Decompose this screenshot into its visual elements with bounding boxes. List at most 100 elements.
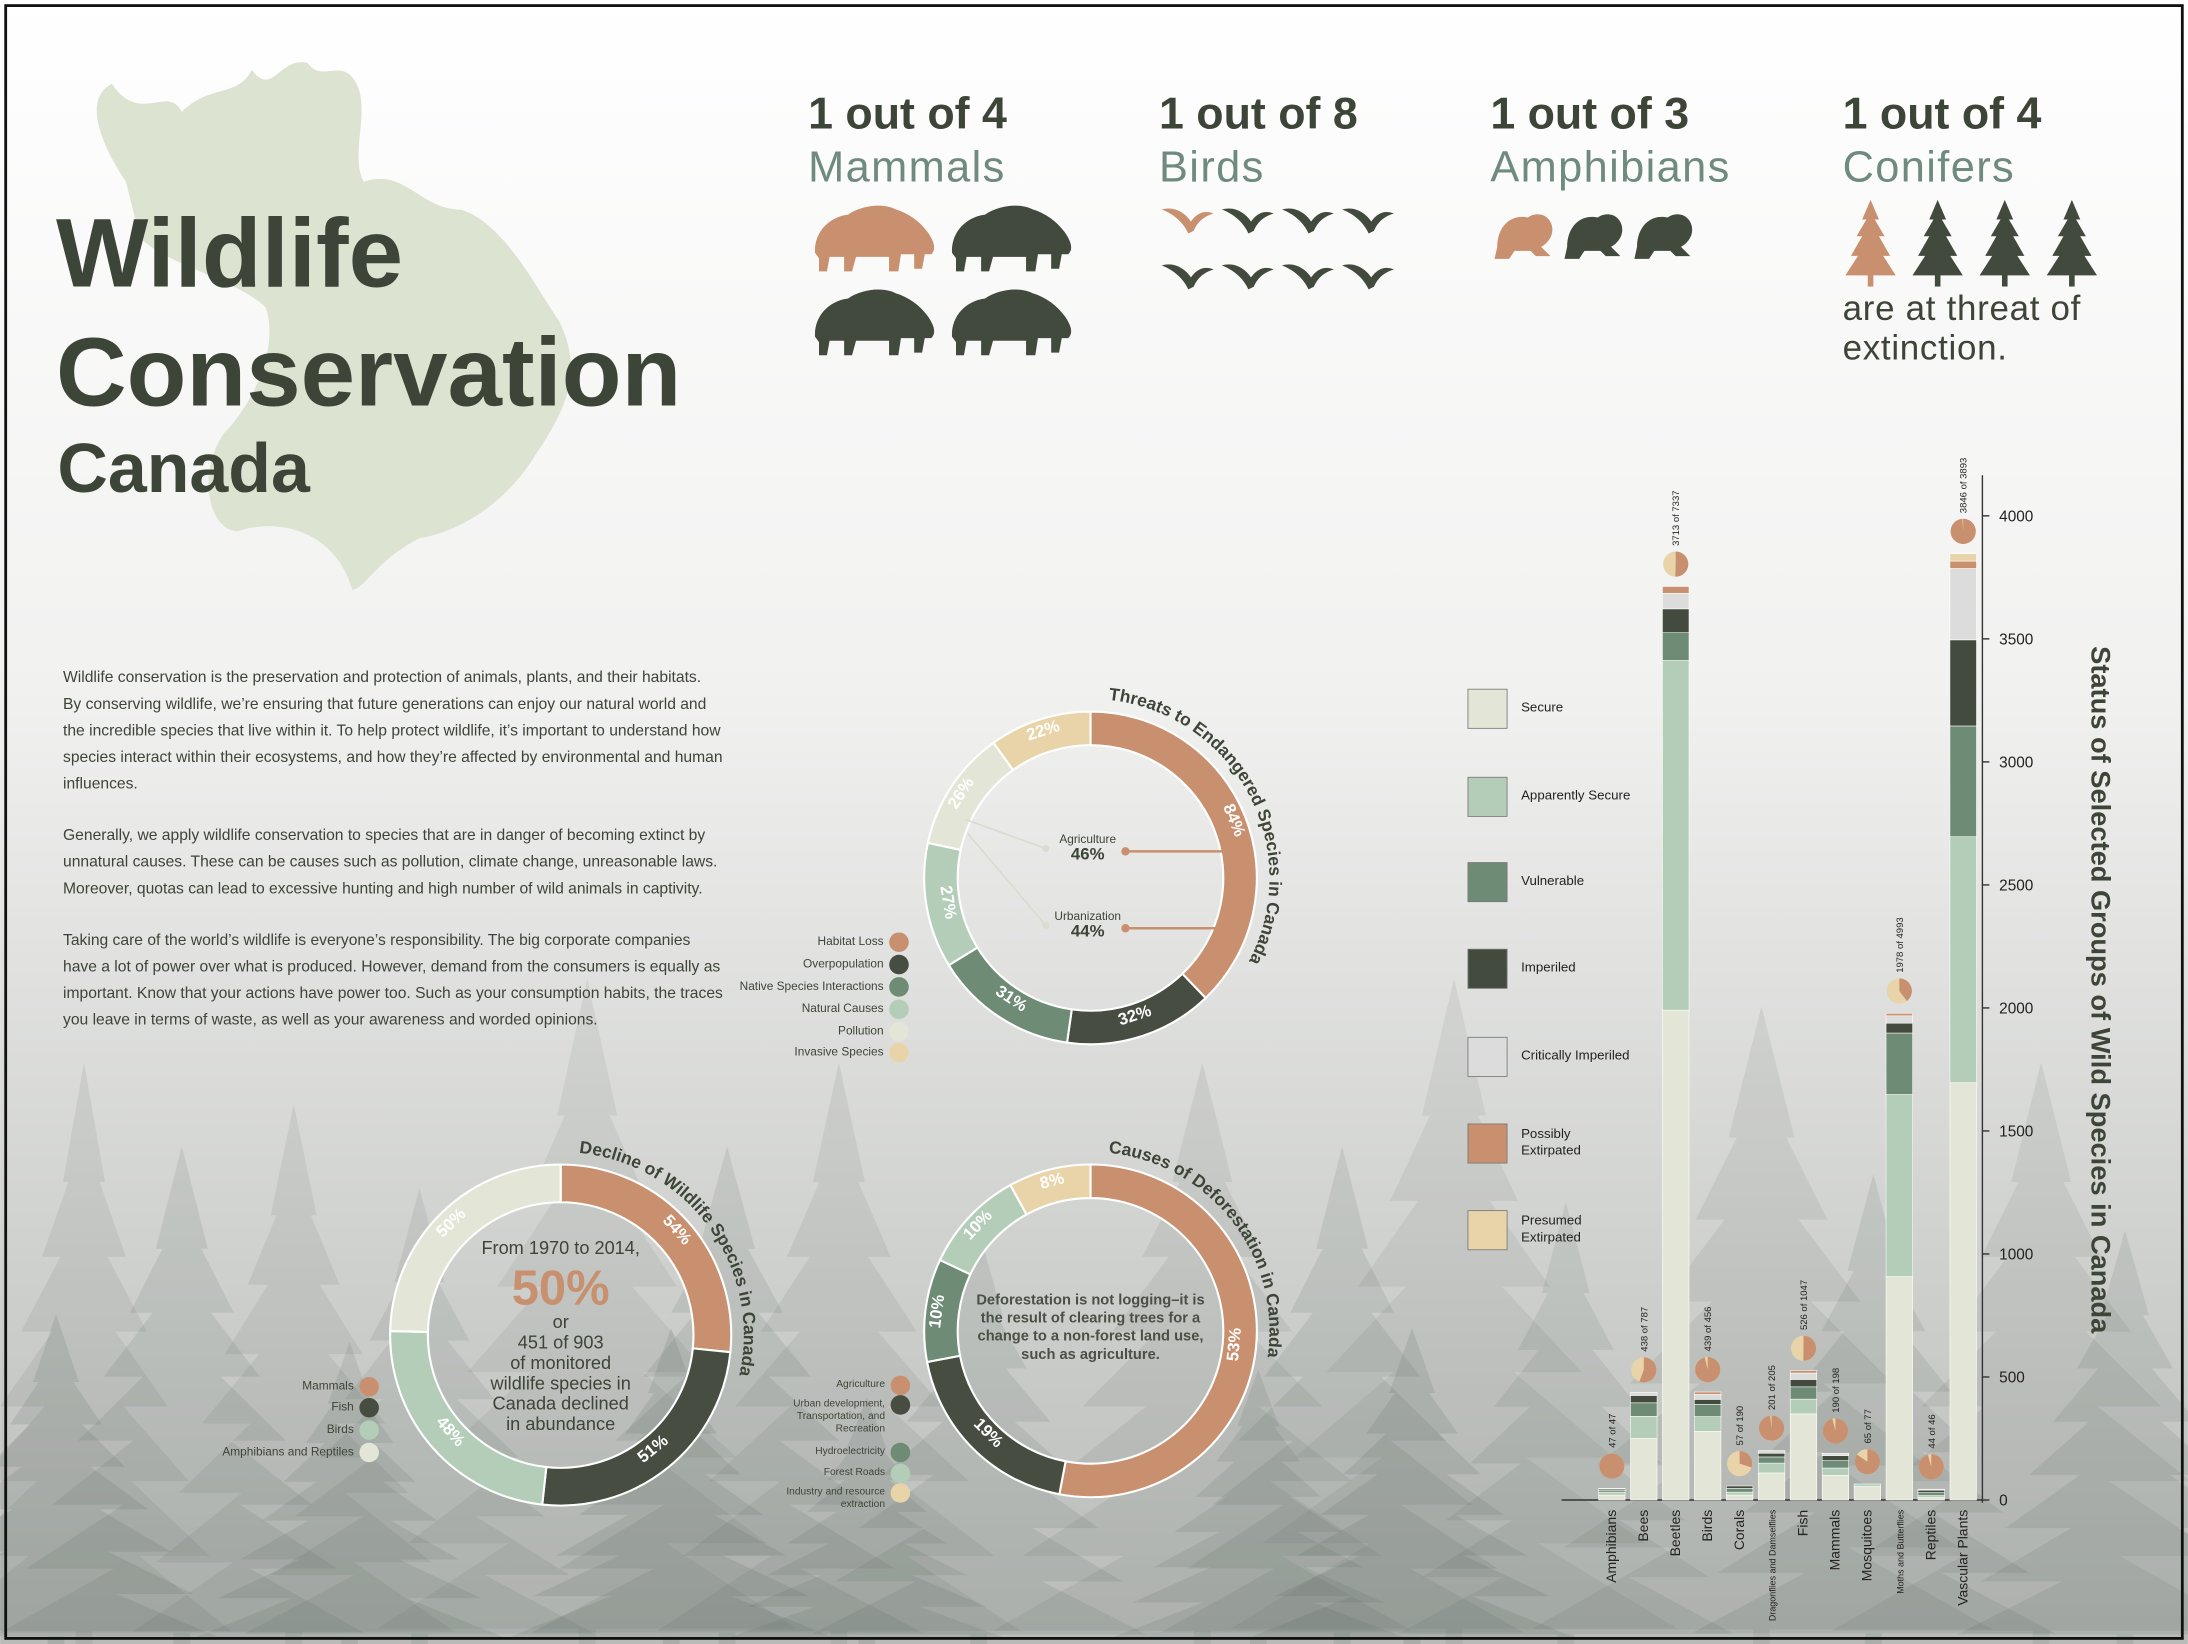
tree-silhouette bbox=[195, 1342, 504, 1644]
y-tick-label: 500 bbox=[1999, 1370, 2025, 1387]
bar-segment bbox=[1917, 1488, 1945, 1491]
center-text: 451 of 903 bbox=[518, 1332, 604, 1352]
annotation-dot bbox=[1121, 924, 1130, 933]
legend-label: Mammals bbox=[302, 1378, 354, 1393]
legend-label: Native Species Interactions bbox=[739, 978, 884, 993]
x-tick-label: Reptiles bbox=[1922, 1510, 1938, 1560]
tree-silhouette bbox=[657, 1062, 1021, 1644]
bar-segment bbox=[1885, 1013, 1913, 1017]
ratio-pie bbox=[1803, 1335, 1817, 1361]
legend-swatch bbox=[1467, 1123, 1508, 1164]
x-tick-label: Fish bbox=[1795, 1510, 1811, 1536]
legend-label: Industry and resource extraction bbox=[786, 1484, 886, 1510]
legend-swatch bbox=[359, 1376, 379, 1397]
bar-segment bbox=[1917, 1497, 1945, 1501]
legend-swatch bbox=[1467, 1210, 1508, 1251]
ratio-pie bbox=[1695, 1357, 1721, 1383]
bar-segment bbox=[1726, 1494, 1754, 1501]
ratio-pie bbox=[1950, 518, 1976, 544]
ratio-label: 439 of 456 bbox=[1703, 1307, 1714, 1352]
bar-segment bbox=[1949, 639, 1977, 727]
legend-label: Vulnerable bbox=[1521, 873, 1585, 890]
center-text: wildlife species in bbox=[490, 1373, 631, 1393]
bar-segment bbox=[1821, 1475, 1850, 1501]
bar-segment bbox=[1949, 568, 1977, 641]
ratio-pie bbox=[1675, 551, 1689, 577]
x-tick-label: Dragonflies and Damselflies bbox=[1768, 1509, 1778, 1621]
ratio-label: 190 of 198 bbox=[1831, 1368, 1842, 1413]
bar-segment bbox=[1694, 1416, 1722, 1432]
title-line: Conservation bbox=[56, 316, 681, 426]
bar-segment bbox=[1853, 1486, 1881, 1501]
bar-segment bbox=[1821, 1460, 1850, 1469]
stat-group: Conifers bbox=[1843, 144, 2016, 192]
y-tick-label: 1500 bbox=[1999, 1124, 2033, 1141]
tree-silhouette bbox=[1957, 1230, 2188, 1644]
legend-swatch bbox=[890, 1442, 911, 1463]
moose-silhouette bbox=[96, 62, 571, 590]
tree-silhouette bbox=[510, 1328, 832, 1644]
title-line: Wildlife bbox=[56, 198, 403, 308]
legend-label-box: Secure bbox=[1521, 700, 1563, 715]
tree-silhouette bbox=[1530, 1006, 1993, 1644]
legend-label: Forest Roads bbox=[823, 1465, 886, 1478]
bar-segment bbox=[1949, 1082, 1977, 1501]
center-text: of monitored bbox=[510, 1353, 611, 1373]
bar-segment bbox=[1694, 1404, 1722, 1417]
legend-label: Habitat Loss bbox=[817, 933, 884, 948]
bar-segment bbox=[1662, 660, 1690, 1011]
tree-silhouette bbox=[1251, 1328, 1573, 1644]
legend-swatch bbox=[889, 954, 909, 975]
legend-label: Invasive Species bbox=[794, 1044, 884, 1059]
legend-label-box: Apparently Secure bbox=[1521, 788, 1630, 803]
tree-silhouette bbox=[0, 1314, 217, 1644]
tree-silhouette bbox=[727, 1397, 1007, 1644]
legend-label: Imperiled bbox=[1521, 960, 1576, 976]
x-tick-label: Birds bbox=[1699, 1510, 1715, 1542]
ratio-label: 201 of 205 bbox=[1767, 1365, 1778, 1410]
legend-label: Natural Causes bbox=[801, 1000, 884, 1015]
donut-segment bbox=[992, 710, 1092, 772]
tree-silhouette bbox=[132, 1104, 455, 1644]
x-tick-label: Bees bbox=[1635, 1510, 1651, 1542]
bar-segment bbox=[1917, 1492, 1945, 1496]
bar-segment bbox=[1917, 1489, 1945, 1493]
stat-ratio: 1 out of 8 bbox=[1159, 90, 1358, 139]
bar-segment bbox=[1757, 1462, 1786, 1474]
bar-segment bbox=[1757, 1472, 1786, 1501]
tree-silhouette bbox=[531, 1146, 923, 1644]
legend-label: Possibly Extirpated bbox=[1521, 1126, 1581, 1159]
ratio-label: 57 of 190 bbox=[1735, 1406, 1746, 1446]
y-tick-label: 2000 bbox=[1999, 1001, 2033, 1018]
legend-swatch bbox=[890, 1463, 911, 1484]
bar-segment bbox=[1885, 1276, 1913, 1501]
annotation-leader bbox=[964, 818, 1047, 850]
center-text: or bbox=[553, 1312, 569, 1332]
x-tick-label: Amphibians bbox=[1603, 1510, 1619, 1583]
body-text: Wildlife conservation is the preservatio… bbox=[63, 665, 723, 1034]
x-tick-label: Moths and Butterflies bbox=[1896, 1509, 1906, 1593]
legend-label-box: Agriculture bbox=[836, 1376, 886, 1390]
bar-segment bbox=[1885, 1032, 1913, 1095]
bar-segment bbox=[1757, 1452, 1786, 1458]
legend-swatch bbox=[889, 1021, 909, 1042]
legend-label-box: Amphibians and Reptiles bbox=[222, 1444, 353, 1458]
stat-group: Amphibians bbox=[1490, 144, 1730, 192]
bar-segment bbox=[1789, 1379, 1818, 1388]
legend-label: Agriculture bbox=[836, 1376, 886, 1390]
bar-segment bbox=[1789, 1398, 1818, 1415]
subtitle: Canada bbox=[57, 429, 311, 507]
y-tick-label: 4000 bbox=[1999, 508, 2033, 525]
legend-swatch bbox=[889, 999, 909, 1020]
legend-label: Birds bbox=[326, 1421, 354, 1436]
legend-label-box: Mammals bbox=[302, 1378, 354, 1393]
annotation-value: 44% bbox=[1071, 922, 1105, 941]
legend-label-box: Native Species Interactions bbox=[739, 978, 884, 993]
tree-silhouette bbox=[0, 1062, 231, 1644]
bar-segment bbox=[1662, 608, 1690, 633]
legend-swatch bbox=[1467, 688, 1508, 729]
legend-label-box: Overpopulation bbox=[803, 956, 884, 970]
bar-segment bbox=[1821, 1455, 1850, 1461]
